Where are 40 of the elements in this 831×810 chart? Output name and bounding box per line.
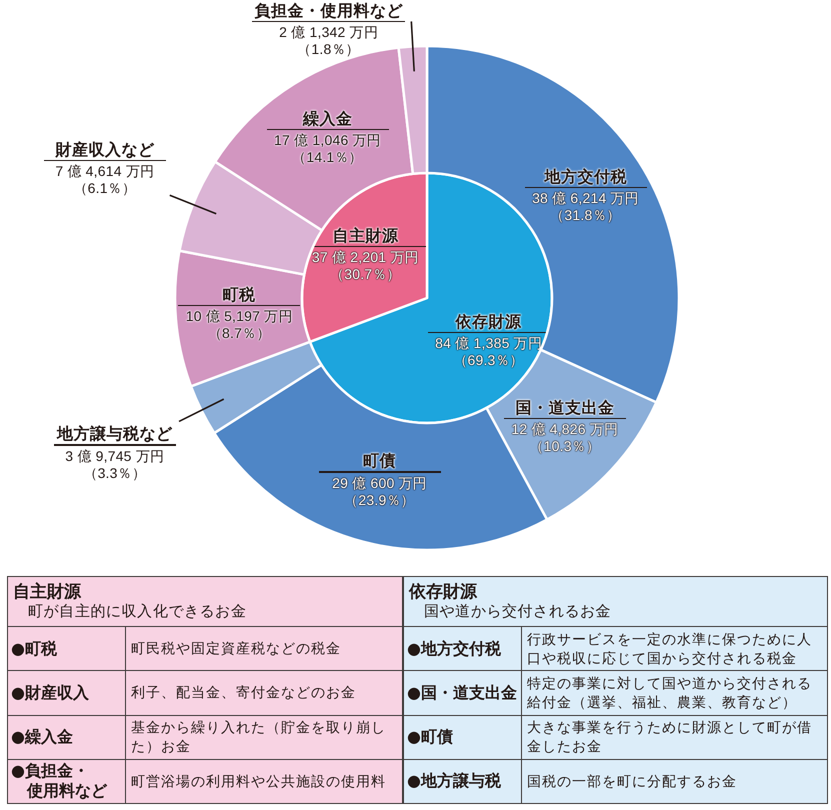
data-label: 3 億 9,745 万円（3.3％） — [64, 448, 166, 482]
slice-label: 国・道支出金 — [514, 398, 616, 418]
data-label: 84 億 1,385 万円（69.3％） — [434, 334, 544, 369]
text: ●負担金・使用料など — [11, 761, 123, 802]
text: 町営浴場の利用料や公共施設の使用料 — [131, 772, 386, 791]
text: ●町税 — [11, 638, 58, 659]
text: ●繰入金 — [11, 727, 74, 748]
slice-label: 町債 — [362, 452, 398, 472]
text: ●国・道支出金 — [407, 682, 517, 703]
text: ●地方交付税 — [407, 638, 502, 659]
data-label: 17 億 1,046 万円（14.1％） — [273, 132, 382, 166]
text: 基金から繰り入れた（貯金を取り崩した）お金 — [131, 718, 387, 756]
text: 町が自主的に収入化できるお金 — [27, 602, 246, 622]
slice-label: 繰入金 — [302, 110, 354, 129]
text: 特定の事業に対して国や道から交付される給付金（選挙、福祉、農業、教育など） — [527, 674, 813, 712]
text: 依存財源 — [409, 581, 477, 602]
text: 利子、配当金、寄付金などのお金 — [131, 683, 356, 702]
text: 国や道から交付されるお金 — [423, 602, 612, 622]
data-label: 2 億 1,342 万円（1.8％） — [278, 24, 380, 58]
slice-label: 地方交付税 — [543, 168, 628, 187]
data-label: 10 億 5,197 万円（8.7％） — [184, 308, 294, 342]
text: 町民税や固定資産税などの税金 — [131, 639, 341, 658]
data-label: 7 億 4,614 万円（6.1％） — [54, 163, 156, 198]
slice-label: 財産収入など — [54, 141, 156, 160]
data-label: 37 億 2,201 万円（30.7％） — [310, 249, 420, 284]
slice-label: 町税 — [222, 286, 257, 305]
data-label: 38 億 6,214 万円（31.8％） — [531, 190, 640, 224]
text: ●財産収入 — [11, 682, 90, 703]
slice-label: 自主財源 — [331, 227, 400, 246]
slice-label: 負担金・使用料など — [253, 2, 404, 21]
text: 大きな事業を行うために財源として町が借金したお金 — [527, 718, 813, 756]
text: ●町債 — [407, 727, 454, 748]
slice-label: 地方譲与税など — [56, 425, 174, 444]
data-label: 12 億 4,826 万円（10.3％） — [510, 420, 620, 455]
slice-label: 依存財源 — [454, 312, 523, 332]
data-label: 29 億 600 万円（23.9％） — [331, 474, 428, 509]
text: 自主財源 — [13, 581, 81, 602]
text: ●地方譲与税 — [407, 771, 502, 792]
text: 国税の一部を町に分配するお金 — [527, 772, 737, 791]
text: 行政サービスを一定の水準に保つために人口や税収に応じて国から交付される税金 — [527, 630, 813, 668]
